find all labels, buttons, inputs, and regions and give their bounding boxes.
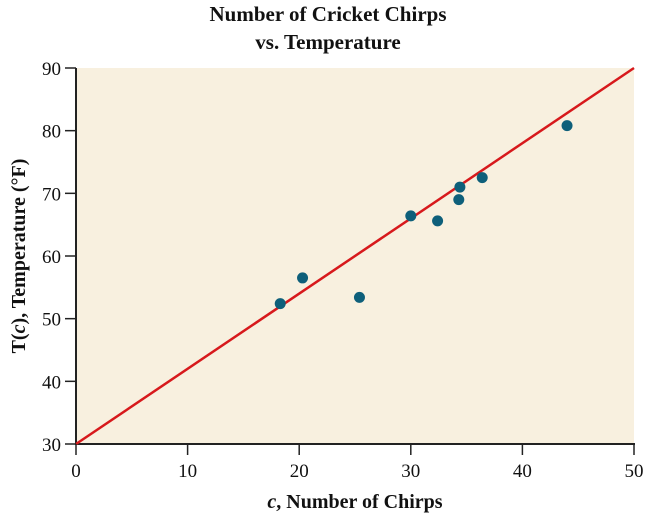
- x-tick-label: 10: [178, 461, 197, 482]
- chart-title-line-2: vs. Temperature: [255, 30, 400, 54]
- data-points: [274, 120, 573, 310]
- y-tick-label: 90: [42, 59, 61, 80]
- y-axis-label-var: c: [8, 324, 30, 333]
- x-axis-ticks: 0 10 20 30 40 50: [71, 444, 644, 482]
- y-axis-label: T(c), Temperature (°F): [8, 159, 30, 354]
- y-tick-label: 70: [42, 184, 61, 205]
- data-point: [476, 172, 488, 184]
- data-point: [353, 291, 365, 303]
- y-tick-label: 40: [42, 372, 61, 393]
- y-tick-label: 80: [42, 122, 61, 143]
- x-axis-label: c, Number of Chirps: [267, 491, 442, 513]
- x-axis-label-rest: , Number of Chirps: [276, 491, 443, 513]
- data-point: [432, 215, 444, 227]
- y-axis-label-rest: ), Temperature (°F): [8, 159, 30, 325]
- chart-title: Number of Cricket Chirps vs. Temperature: [209, 2, 446, 54]
- x-axis-label-var: c: [267, 491, 276, 513]
- x-tick-label: 20: [290, 461, 309, 482]
- data-point: [454, 181, 466, 193]
- data-point: [274, 298, 286, 310]
- x-tick-label: 30: [401, 461, 420, 482]
- data-point: [297, 272, 309, 284]
- x-tick-label: 0: [71, 461, 81, 482]
- y-tick-label: 50: [42, 310, 61, 331]
- y-axis-ticks: 30 40 50 60 70 80 90: [42, 59, 76, 456]
- regression-line: [75, 66, 635, 446]
- chart-title-line-1: Number of Cricket Chirps: [209, 2, 446, 26]
- y-tick-label: 60: [42, 247, 61, 268]
- data-point: [561, 120, 573, 132]
- data-point: [405, 210, 417, 222]
- x-tick-label: 40: [513, 461, 532, 482]
- data-point: [453, 194, 465, 206]
- y-axis-label-pre: T(: [8, 333, 30, 353]
- y-tick-label: 30: [42, 435, 61, 456]
- x-tick-label: 50: [625, 461, 644, 482]
